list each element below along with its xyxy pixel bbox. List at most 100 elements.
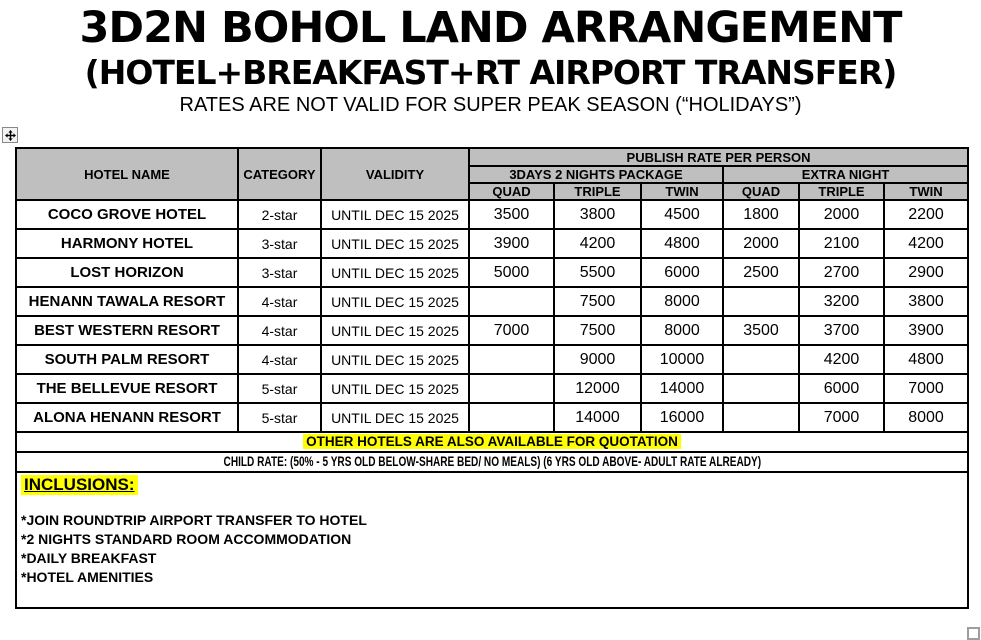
category-cell: 4-star [237,286,322,317]
table-row: COCO GROVE HOTEL 2-star UNTIL DEC 15 202… [15,199,970,230]
hotel-name-cell: LOST HORIZON [15,257,239,288]
table-row: LOST HORIZON 3-star UNTIL DEC 15 2025 50… [15,257,970,288]
rate-cell: 14000 [640,373,724,404]
table-row: BEST WESTERN RESORT 4-star UNTIL DEC 15 … [15,315,970,346]
header-pkg-quad: QUAD [468,182,555,201]
header-validity: VALIDITY [320,147,470,201]
rate-cell: 3900 [468,228,555,259]
validity-cell: UNTIL DEC 15 2025 [320,402,470,433]
other-hotels-note-cell: OTHER HOTELS ARE ALSO AVAILABLE FOR QUOT… [14,431,970,453]
rate-cell: 7000 [468,315,555,346]
rate-cell: 7000 [882,373,970,404]
validity-cell: UNTIL DEC 15 2025 [320,286,470,317]
page-title: 3D2N BOHOL LAND ARRANGEMENT [79,3,903,53]
rate-cell: 10000 [640,344,724,375]
rate-cell [468,373,555,404]
document-title-block: 3D2N BOHOL LAND ARRANGEMENT (HOTEL+BREAK… [0,0,981,118]
hotel-name-cell: ALONA HENANN RESORT [15,402,239,433]
header-pkg-twin: TWIN [640,182,724,201]
hotel-name-cell: BEST WESTERN RESORT [15,315,239,346]
rate-cell: 3800 [882,286,970,317]
rate-cell: 2000 [722,228,800,259]
inclusion-item: *DAILY BREAKFAST [21,550,157,566]
rate-cell: 7500 [553,286,642,317]
rate-cell: 4200 [553,228,642,259]
hotel-rates-table: HOTEL NAME CATEGORY VALIDITY PUBLISH RAT… [14,147,970,609]
table-row: HENANN TAWALA RESORT 4-star UNTIL DEC 15… [15,286,970,317]
header-extra-twin: TWIN [882,182,970,201]
other-hotels-note-highlight: OTHER HOTELS ARE ALSO AVAILABLE FOR QUOT… [303,434,681,449]
table-row: SOUTH PALM RESORT 4-star UNTIL DEC 15 20… [15,344,970,375]
category-cell: 4-star [237,344,322,375]
rate-cell: 2200 [882,199,970,230]
rate-cell: 2500 [722,257,800,288]
rate-cell: 2100 [798,228,885,259]
rate-cell: 2000 [798,199,885,230]
validity-cell: UNTIL DEC 15 2025 [320,344,470,375]
category-cell: 3-star [237,228,322,259]
rate-cell: 3500 [468,199,555,230]
rate-cell: 16000 [640,402,724,433]
other-hotels-note-row: OTHER HOTELS ARE ALSO AVAILABLE FOR QUOT… [14,431,970,453]
validity-cell: UNTIL DEC 15 2025 [320,373,470,404]
inclusion-item: *HOTEL AMENITIES [21,569,154,585]
page-subtitle: RATES ARE NOT VALID FOR SUPER PEAK SEASO… [179,94,802,116]
rate-table-container: HOTEL NAME CATEGORY VALIDITY PUBLISH RAT… [14,147,970,609]
category-cell: 5-star [237,373,322,404]
page-title-line2: (HOTEL+BREAKFAST+RT AIRPORT TRANSFER) [84,53,898,92]
child-rate-note-cell: CHILD RATE: (50% - 5 YRS OLD BELOW-SHARE… [14,451,970,473]
rate-cell: 2900 [882,257,970,288]
category-cell: 5-star [237,402,322,433]
rate-cell: 3800 [553,199,642,230]
rate-cell: 6000 [798,373,885,404]
child-rate-note-text: CHILD RATE: (50% - 5 YRS OLD BELOW-SHARE… [223,453,761,469]
header-extra-night-group: EXTRA NIGHT [721,165,970,184]
rate-cell: 6000 [640,257,724,288]
rate-cell: 14000 [553,402,642,433]
rate-cell: 5500 [553,257,642,288]
rate-cell: 4200 [882,228,970,259]
rate-cell: 4200 [798,344,885,375]
header-row-group: HOTEL NAME CATEGORY VALIDITY PUBLISH RAT… [15,147,970,201]
rate-cell: 5000 [468,257,555,288]
rate-cell: 4800 [882,344,970,375]
rate-cell: 8000 [640,286,724,317]
rate-cell [722,344,800,375]
validity-cell: UNTIL DEC 15 2025 [320,199,470,230]
rate-cell: 4500 [640,199,724,230]
header-publish-rate: PUBLISH RATE PER PERSON [467,147,970,167]
table-row: HARMONY HOTEL 3-star UNTIL DEC 15 2025 3… [15,228,970,259]
header-category: CATEGORY [237,147,322,201]
four-way-arrow-icon [4,129,16,141]
inclusions-list: *JOIN ROUNDTRIP AIRPORT TRANSFER TO HOTE… [21,511,963,587]
rate-cell: 3500 [722,315,800,346]
inclusion-item: *2 NIGHTS STANDARD ROOM ACCOMMODATION [21,531,352,547]
inclusions-row: INCLUSIONS: *JOIN ROUNDTRIP AIRPORT TRAN… [14,471,970,609]
category-cell: 4-star [237,315,322,346]
header-hotel-name: HOTEL NAME [15,147,239,201]
rate-cell [722,402,800,433]
rate-cell: 3900 [882,315,970,346]
rate-cell [468,344,555,375]
hotel-name-cell: HENANN TAWALA RESORT [15,286,239,317]
validity-cell: UNTIL DEC 15 2025 [320,257,470,288]
header-row-packages: 3DAYS 2 NIGHTS PACKAGE EXTRA NIGHT [16,165,970,184]
header-row-occupancy: QUAD TRIPLE TWIN QUAD TRIPLE TWIN [16,182,970,201]
rate-cell: 2700 [798,257,885,288]
hotel-name-cell: COCO GROVE HOTEL [15,199,239,230]
rate-cell: 7000 [798,402,885,433]
header-package-group: 3DAYS 2 NIGHTS PACKAGE [468,165,724,184]
rate-cell [468,402,555,433]
rate-cell: 9000 [553,344,642,375]
rate-cell: 3700 [798,315,885,346]
validity-cell: UNTIL DEC 15 2025 [320,315,470,346]
rate-cell [722,373,800,404]
validity-cell: UNTIL DEC 15 2025 [320,228,470,259]
table-move-handle-icon[interactable] [2,127,18,143]
hotel-name-cell: THE BELLEVUE RESORT [15,373,239,404]
category-cell: 3-star [237,257,322,288]
category-cell: 2-star [237,199,322,230]
header-extra-quad: QUAD [722,182,800,201]
table-resize-handle[interactable] [967,627,980,640]
rate-cell: 8000 [882,402,970,433]
